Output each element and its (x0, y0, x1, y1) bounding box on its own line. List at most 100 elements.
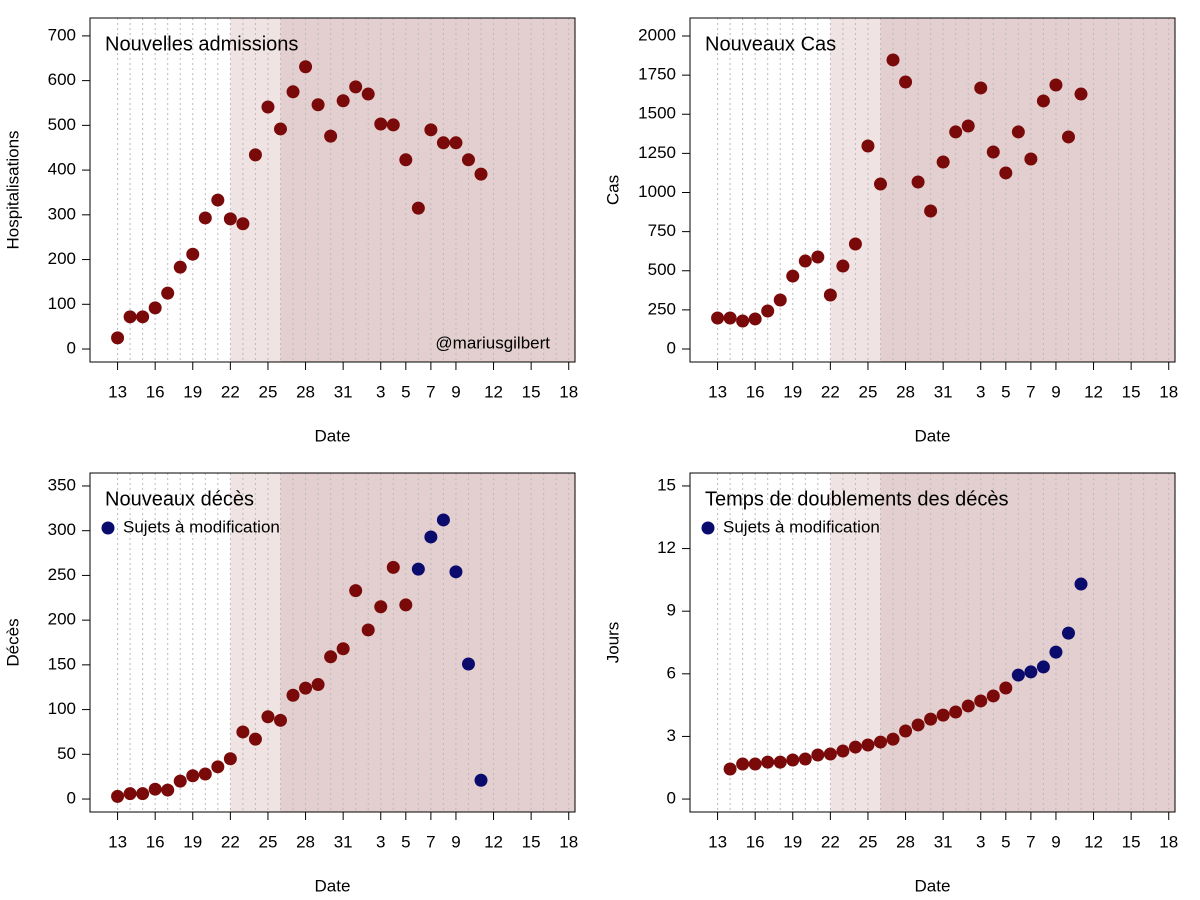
data-point (236, 725, 250, 739)
x-tick-label: 31 (334, 382, 353, 401)
data-point (723, 311, 737, 325)
data-point (899, 724, 913, 738)
data-point (211, 193, 225, 207)
y-tick-label: 12 (657, 538, 676, 557)
chart-title: Nouveaux décès (105, 488, 254, 510)
y-tick-label: 200 (48, 610, 76, 629)
chart-title: Nouvelles admissions (105, 33, 298, 55)
x-tick-label: 15 (1122, 382, 1141, 401)
x-tick-label: 18 (1159, 382, 1178, 401)
data-point (949, 705, 963, 719)
x-tick-label: 22 (221, 382, 240, 401)
x-tick-label: 15 (522, 382, 541, 401)
data-point (261, 100, 275, 114)
data-point (886, 53, 900, 67)
data-point (474, 167, 488, 181)
data-point (336, 94, 350, 108)
data-point (798, 752, 812, 766)
x-tick-label: 3 (376, 832, 385, 851)
x-tick-label: 7 (1026, 832, 1035, 851)
data-point (999, 166, 1013, 180)
data-point (936, 155, 950, 169)
x-tick-label: 31 (934, 382, 953, 401)
x-tick-label: 18 (559, 832, 578, 851)
y-tick-label: 100 (48, 294, 76, 313)
y-tick-label: 2000 (638, 25, 676, 44)
y-tick-label: 200 (48, 249, 76, 268)
data-point (136, 787, 150, 801)
data-point (123, 310, 137, 324)
x-tick-label: 19 (183, 382, 202, 401)
x-tick-label: 25 (858, 832, 877, 851)
x-tick-label: 25 (858, 382, 877, 401)
y-tick-label: 1250 (638, 143, 676, 162)
data-point (786, 753, 800, 767)
y-axis-label: Jours (603, 622, 622, 664)
data-point (848, 740, 862, 754)
data-point (461, 657, 475, 671)
y-tick-label: 300 (48, 520, 76, 539)
chart-title: Nouveaux Cas (705, 33, 836, 55)
x-tick-label: 9 (451, 832, 460, 851)
data-point (424, 123, 438, 137)
period-band (880, 473, 1175, 812)
data-point (999, 681, 1013, 695)
data-point (299, 681, 313, 695)
y-axis-label: Hospitalisations (3, 130, 22, 249)
data-point (899, 75, 913, 89)
y-tick-label: 150 (48, 654, 76, 673)
y-tick-label: 0 (667, 338, 676, 357)
y-axis-label: Décès (3, 618, 22, 666)
data-point (198, 211, 212, 225)
data-point (374, 600, 388, 614)
x-tick-label: 16 (146, 382, 165, 401)
x-tick-label: 3 (976, 382, 985, 401)
x-tick-label: 28 (296, 832, 315, 851)
data-point (436, 136, 450, 150)
data-point (223, 752, 237, 766)
data-point (836, 259, 850, 273)
data-point (411, 201, 425, 215)
x-tick-label: 7 (1026, 382, 1035, 401)
data-point (723, 762, 737, 776)
period-band (280, 473, 575, 812)
data-point (924, 204, 938, 218)
data-point (1024, 152, 1038, 166)
data-point (148, 301, 162, 315)
data-point (924, 712, 938, 726)
data-point (361, 87, 375, 101)
x-tick-label: 31 (934, 832, 953, 851)
data-point (386, 118, 400, 132)
data-point (936, 708, 950, 722)
x-tick-label: 15 (522, 832, 541, 851)
data-point (111, 331, 125, 345)
data-point (336, 642, 350, 656)
data-point (349, 80, 363, 94)
data-point (311, 678, 325, 692)
data-point (449, 565, 463, 579)
data-point (823, 288, 837, 302)
data-point (161, 286, 175, 300)
x-tick-label: 28 (896, 382, 915, 401)
data-point (1011, 125, 1025, 139)
data-point (761, 304, 775, 318)
data-point (986, 689, 1000, 703)
y-tick-label: 1000 (638, 182, 676, 201)
data-point (148, 782, 162, 796)
period-band (280, 18, 575, 362)
x-tick-label: 12 (484, 832, 503, 851)
x-tick-label: 5 (401, 382, 410, 401)
data-point (836, 744, 850, 758)
data-point (873, 177, 887, 191)
data-point (761, 755, 775, 769)
data-point (1049, 645, 1063, 659)
data-point (811, 748, 825, 762)
x-tick-label: 28 (896, 832, 915, 851)
y-tick-label: 9 (667, 601, 676, 620)
x-tick-label: 25 (258, 832, 277, 851)
chart-panel: 13 16 19 22 25 28 31 3 5 7 9 12 15 1803691215DateJour… (603, 472, 1178, 895)
x-tick-label: 22 (821, 832, 840, 851)
data-point (286, 85, 300, 99)
data-point (349, 584, 363, 598)
